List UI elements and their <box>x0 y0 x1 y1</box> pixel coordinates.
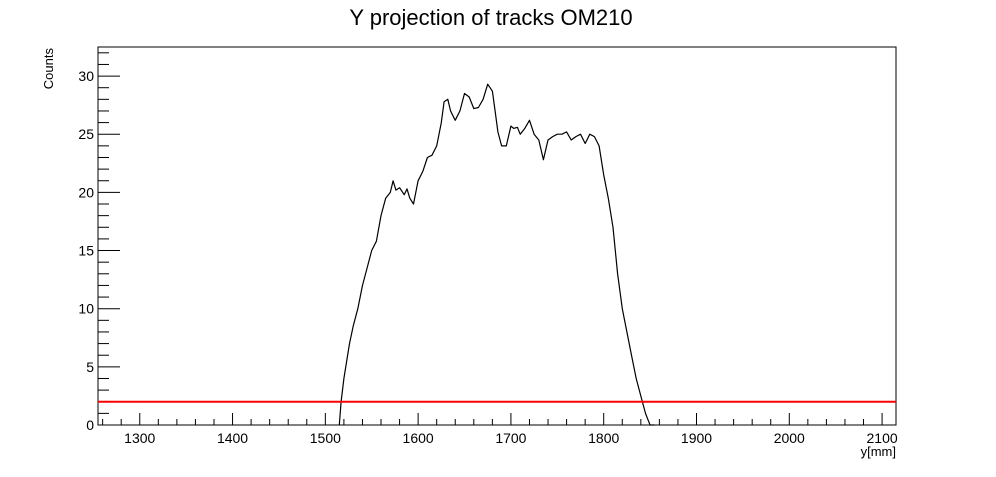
x-tick-label: 1300 <box>124 430 155 446</box>
plot-frame <box>97 46 897 426</box>
y-tick-label: 10 <box>78 301 94 317</box>
plot-area-border <box>97 46 897 426</box>
chart-title: Y projection of tracks OM210 <box>349 5 632 30</box>
x-tick-label: 1600 <box>403 430 434 446</box>
y-axis-label: Counts <box>41 48 56 90</box>
y-tick-label: 5 <box>86 359 94 375</box>
series-layer <box>98 83 896 426</box>
x-axis-label: y[mm] <box>861 444 896 459</box>
x-tick-label: 1900 <box>681 430 712 446</box>
x-axis-ticks: 1300 1400 1500 1600 1700 1800 1900 2000 2100 <box>102 413 898 446</box>
x-tick-label: 1500 <box>310 430 341 446</box>
x-tick-label: 1700 <box>495 430 526 446</box>
y-tick-label: 15 <box>78 243 94 259</box>
y-tick-label: 0 <box>86 417 94 433</box>
x-tick-label: 2000 <box>774 430 805 446</box>
x-tick-label: 2100 <box>867 430 898 446</box>
y-tick-label: 30 <box>78 68 94 84</box>
x-tick-label: 1400 <box>217 430 248 446</box>
y-tick-label: 25 <box>78 126 94 142</box>
x-tick-label: 1800 <box>588 430 619 446</box>
y-axis-ticks: 0 5 10 15 20 25 30 <box>78 52 120 433</box>
y-tick-label: 20 <box>78 184 94 200</box>
series-line-counts <box>338 83 655 426</box>
